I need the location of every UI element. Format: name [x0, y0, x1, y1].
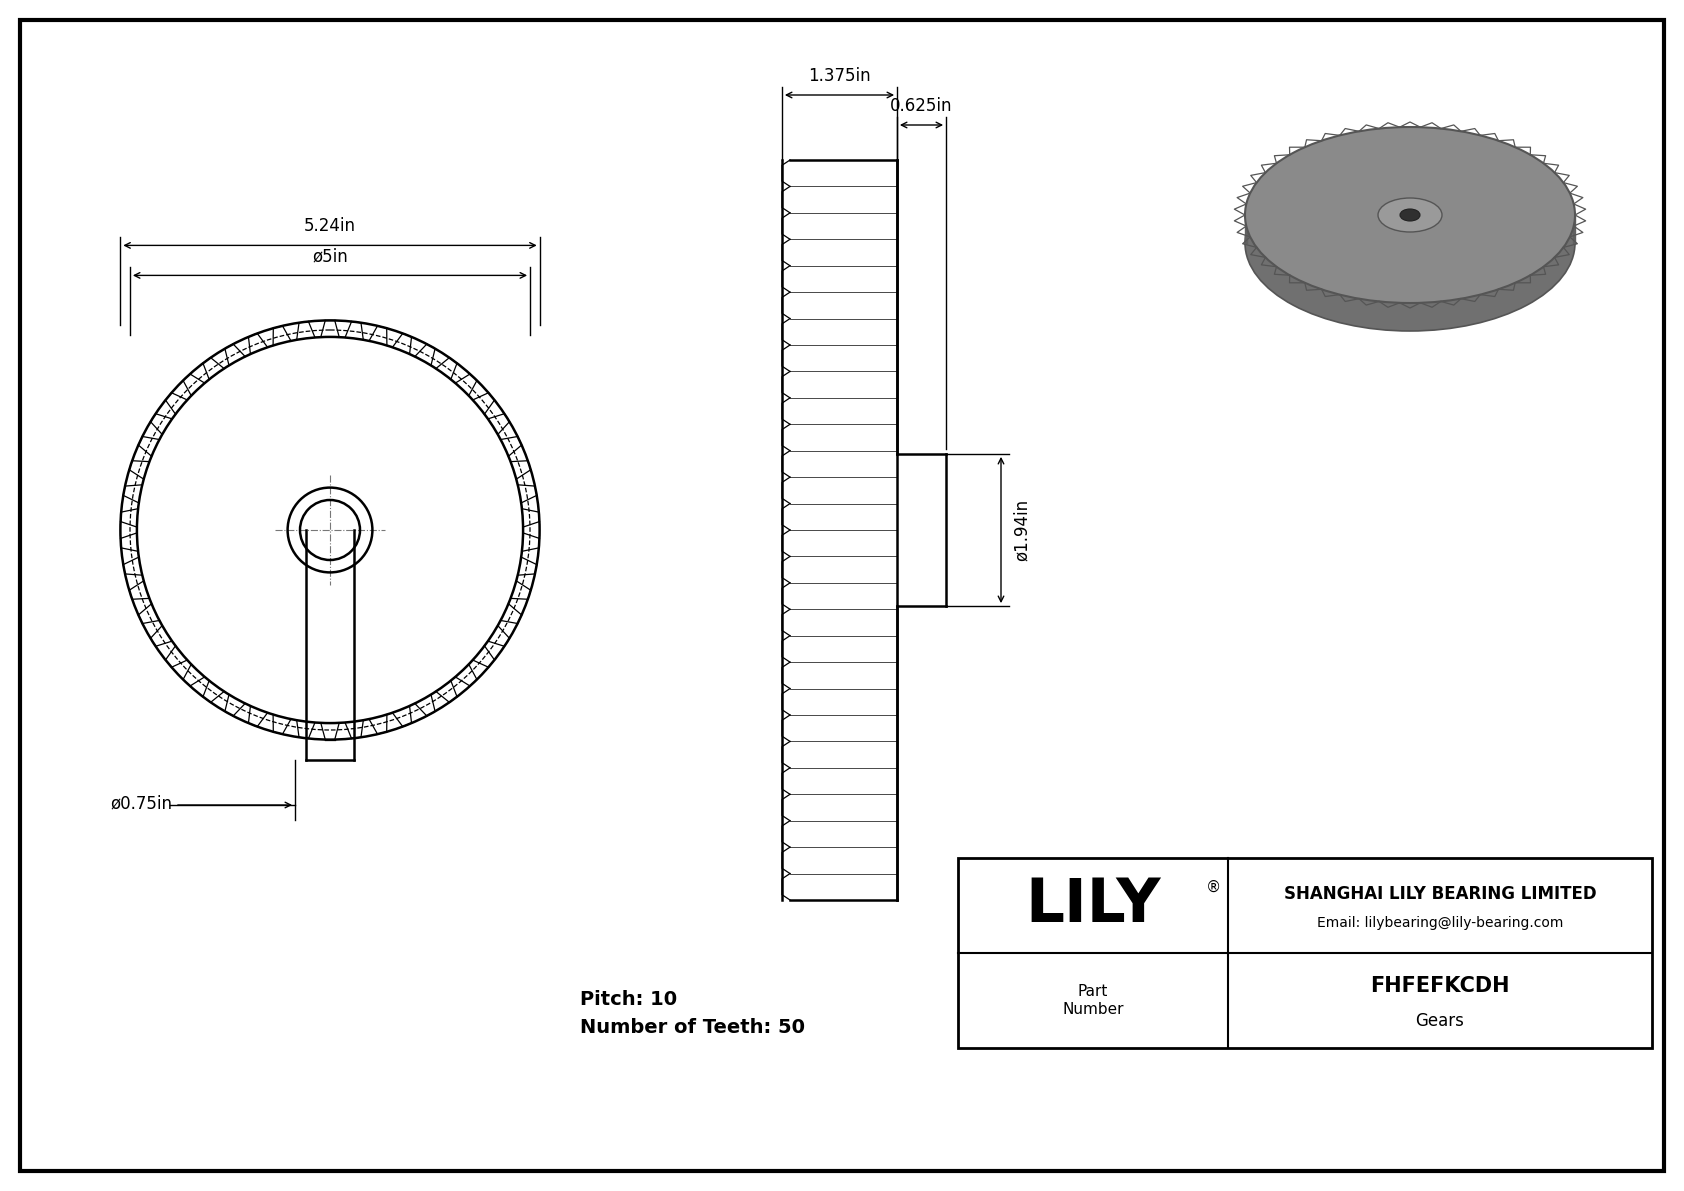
Text: ø5in: ø5in — [312, 248, 349, 266]
Ellipse shape — [1399, 208, 1420, 222]
Text: Part
Number: Part Number — [1063, 984, 1123, 1017]
Bar — [958, 858, 1652, 1048]
Text: Email: lilybearing@lily-bearing.com: Email: lilybearing@lily-bearing.com — [1317, 916, 1563, 930]
Text: 1.375in: 1.375in — [808, 67, 871, 85]
Text: LILY: LILY — [1026, 877, 1160, 935]
Text: ø1.94in: ø1.94in — [1014, 499, 1031, 561]
Text: Number of Teeth: 50: Number of Teeth: 50 — [579, 1018, 805, 1037]
Ellipse shape — [1378, 198, 1442, 232]
Text: 0.625in: 0.625in — [891, 96, 953, 116]
Text: Pitch: 10: Pitch: 10 — [579, 990, 677, 1009]
Ellipse shape — [1244, 155, 1575, 331]
Text: Gears: Gears — [1416, 1012, 1465, 1030]
Text: SHANGHAI LILY BEARING LIMITED: SHANGHAI LILY BEARING LIMITED — [1283, 885, 1596, 903]
Ellipse shape — [1244, 127, 1575, 303]
Text: ®: ® — [1206, 880, 1221, 894]
Text: ø0.75in: ø0.75in — [109, 794, 172, 812]
Text: FHFEFKCDH: FHFEFKCDH — [1371, 977, 1511, 996]
Text: 5.24in: 5.24in — [305, 218, 355, 236]
